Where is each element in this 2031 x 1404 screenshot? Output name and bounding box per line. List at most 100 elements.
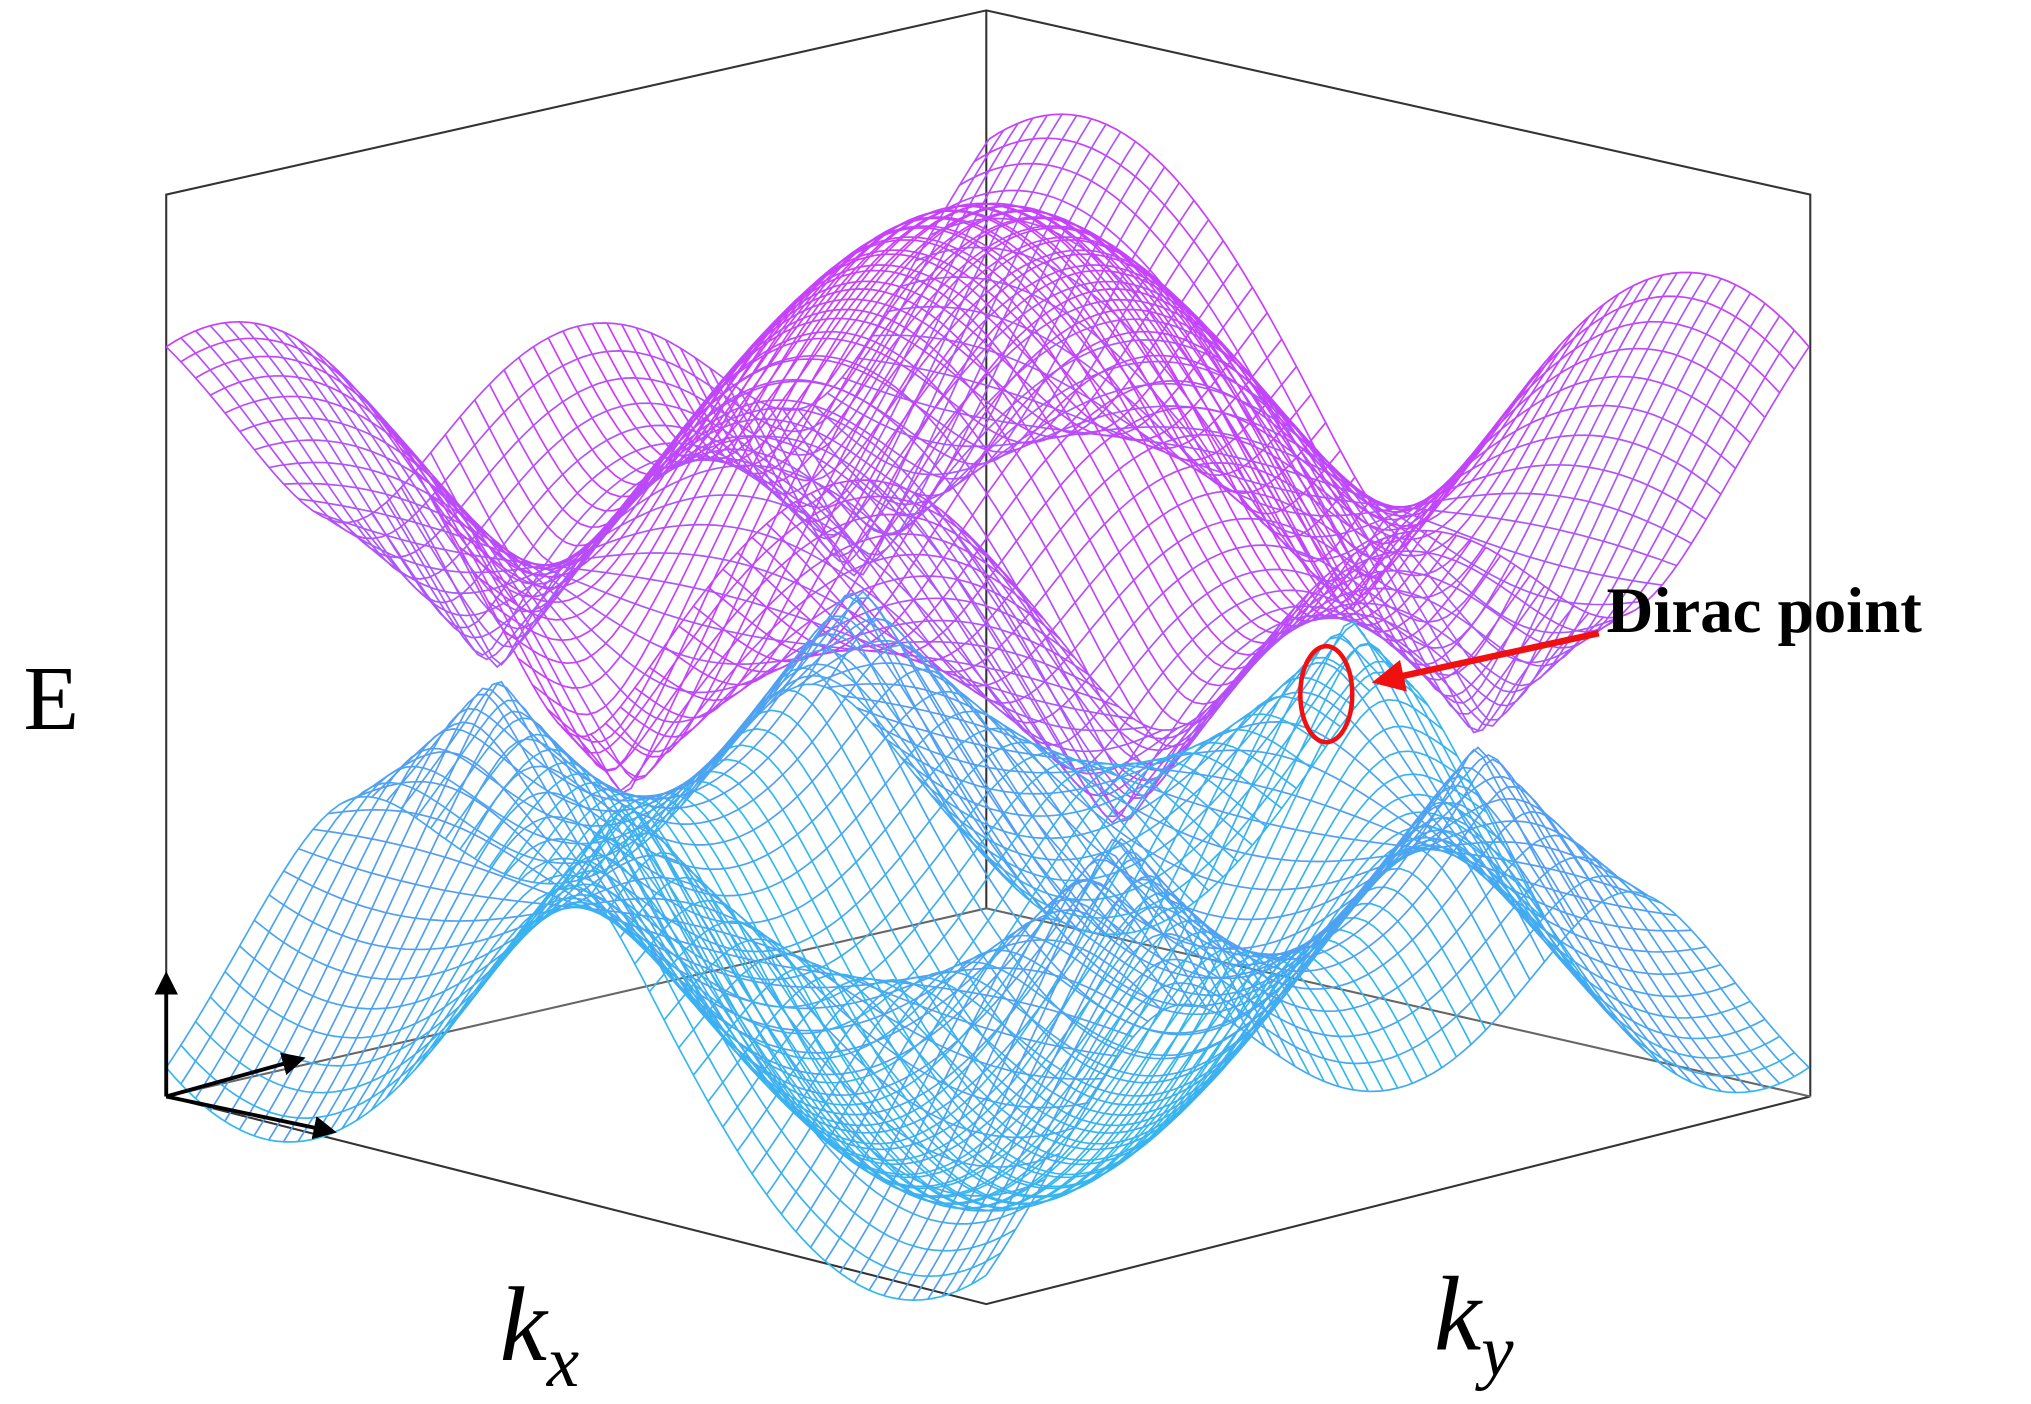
mesh-line [927, 292, 1752, 782]
box-edge [165, 1095, 1811, 1306]
mesh-line [959, 162, 1781, 580]
mesh-line [502, 713, 1327, 1162]
mesh-line [224, 114, 1049, 604]
mesh-line [312, 141, 1137, 613]
mesh-line [883, 746, 1708, 1297]
mesh-line [355, 727, 1180, 1121]
mesh-line [722, 836, 1546, 1134]
mesh-line [371, 464, 1193, 797]
kx-sub: x [546, 1321, 579, 1402]
mesh-line [736, 844, 1561, 1152]
mesh-line [575, 205, 1400, 795]
mesh-line [297, 643, 1122, 1143]
mesh-line [370, 741, 1195, 1111]
mesh-line [941, 303, 1766, 766]
mesh-line [782, 617, 1605, 950]
mesh-line [824, 816, 1649, 1262]
mesh-line [839, 801, 1664, 1274]
mesh-line [619, 698, 1444, 1210]
mesh-line [165, 138, 990, 524]
mesh-line [399, 759, 1224, 1086]
mesh-line [180, 860, 1002, 1278]
mesh-line [443, 264, 1268, 589]
mesh-line [634, 725, 1458, 1205]
mesh-line [312, 668, 1137, 1140]
mesh-line [414, 262, 1239, 570]
annotation: Dirac point [1607, 575, 1923, 647]
mesh-line [956, 856, 1781, 1292]
mesh-line [692, 811, 1517, 1166]
ky-base: k [1434, 1256, 1483, 1374]
mesh-line [795, 838, 1620, 1233]
mesh-line [970, 875, 1795, 1285]
energy-label: E [23, 648, 78, 749]
kx-label: kx [500, 1266, 579, 1402]
axis-arrows [154, 971, 337, 1140]
mesh-line [809, 285, 1634, 704]
mesh-line [341, 710, 1166, 1130]
mesh-line [165, 683, 990, 1068]
mesh-line [648, 253, 1473, 702]
mesh-line [473, 236, 1298, 621]
mesh-line [985, 891, 1810, 1276]
mesh-line [458, 752, 1283, 1106]
mesh-line [941, 834, 1766, 1297]
mesh-line [853, 272, 1678, 771]
mesh-line [826, 392, 1648, 606]
mesh-line [897, 758, 1722, 1300]
mesh-line [912, 284, 1737, 799]
mesh-line [399, 240, 1224, 567]
mesh-line [868, 272, 1693, 797]
mesh-line [180, 129, 1005, 540]
ky-sub: y [1474, 1310, 1514, 1391]
mesh-line [560, 636, 1385, 1205]
mesh-line [385, 752, 1210, 1099]
mesh-line [663, 773, 1488, 1190]
dirac-point-circle [1298, 643, 1355, 745]
dirac-point-arrow [1371, 630, 1600, 692]
mesh-line [487, 225, 1312, 642]
mesh-line [209, 117, 1034, 580]
kx-base: k [500, 1266, 549, 1384]
mesh-line [824, 278, 1649, 724]
mesh-line [780, 303, 1605, 673]
mesh-line [912, 786, 1737, 1301]
mesh-line [853, 784, 1678, 1283]
mesh-line [327, 808, 1149, 1023]
mesh-line [985, 346, 1810, 731]
mesh-line [253, 595, 1078, 1137]
mesh-line [971, 329, 1796, 740]
mesh-line [268, 590, 1093, 1141]
mesh-line [722, 354, 1547, 652]
mesh-line [531, 204, 1356, 716]
mesh-line [253, 115, 1078, 657]
mesh-line [751, 329, 1576, 656]
mesh-line [194, 835, 1017, 1252]
ky-label: ky [1434, 1256, 1514, 1392]
mesh-line [458, 249, 1283, 603]
mesh-line [839, 274, 1664, 746]
mesh-line [370, 199, 1195, 570]
mesh-line [956, 315, 1781, 752]
mesh-line [531, 676, 1356, 1188]
mesh-line [487, 728, 1312, 1145]
mesh-line [795, 293, 1620, 687]
mesh-line [297, 131, 1122, 630]
mesh-line [944, 622, 1766, 1040]
mesh-line [517, 695, 1341, 1176]
mesh-line [590, 210, 1415, 779]
mesh-line [282, 123, 1107, 648]
mesh-line [560, 202, 1385, 771]
mesh-line [282, 618, 1107, 1143]
mesh-line [194, 122, 1019, 559]
mesh-line [209, 375, 1032, 792]
mesh-line [809, 829, 1634, 1248]
kx-arrow [165, 1094, 337, 1140]
mesh-line [736, 344, 1561, 652]
mesh-line [707, 825, 1532, 1151]
mesh-line [648, 750, 1473, 1199]
mesh-line [546, 202, 1371, 743]
mesh-line [224, 633, 1049, 1122]
